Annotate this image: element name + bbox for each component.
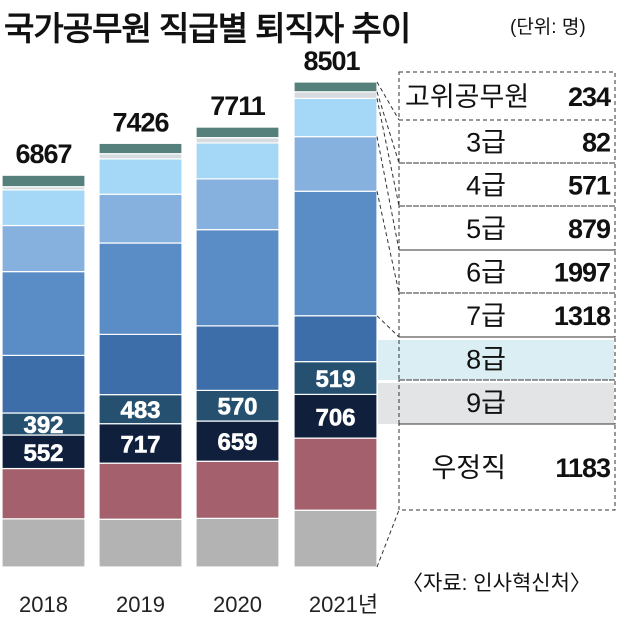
- bar-segment: [195, 137, 280, 144]
- total-label: 6867: [15, 139, 71, 169]
- legend-label: 8급: [466, 345, 506, 375]
- legend-value: 82: [582, 128, 610, 158]
- legend-value: 1318: [554, 301, 611, 331]
- bar-segment: [1, 271, 86, 357]
- bar-segment: [98, 193, 183, 244]
- bar-segment: [98, 153, 183, 160]
- legend-value: 1997: [554, 258, 610, 288]
- x-tick-label: 2019: [116, 592, 165, 617]
- data-label: 706: [315, 404, 355, 431]
- bar-segment: [1, 354, 86, 414]
- bar-segment: [1, 189, 86, 227]
- data-label: 659: [217, 429, 257, 456]
- bar-segment: [293, 361, 378, 396]
- total-label: 8501: [303, 46, 360, 76]
- legend-value: 1183: [555, 453, 611, 483]
- data-label: 392: [23, 412, 63, 439]
- total-label: 7711: [210, 91, 266, 121]
- legend-label: 5급: [466, 214, 506, 244]
- bar-segment: [1, 467, 86, 520]
- x-tick-label: 2020: [213, 592, 262, 617]
- legend-label: 6급: [466, 258, 506, 288]
- bar-segment: [293, 97, 378, 138]
- data-label: 552: [23, 440, 63, 467]
- bar-segment: [1, 434, 86, 470]
- bar-segment: [98, 242, 183, 336]
- bar-segment: [293, 190, 378, 317]
- bar-segment: [195, 325, 280, 392]
- bar-segment: [293, 393, 378, 439]
- legend-row-box: [398, 423, 616, 511]
- legend-label: 우정직: [431, 453, 506, 483]
- legend-highlight: [378, 340, 614, 380]
- source-note: 〈자료: 인사혁신처〉: [402, 572, 591, 595]
- legend-value: 571: [568, 171, 611, 201]
- bar-segment: [98, 333, 183, 396]
- total-label: 7426: [112, 107, 169, 137]
- bar-segment: [195, 142, 280, 180]
- bar-segment: [98, 462, 183, 520]
- legend-label: 고위공무원: [405, 82, 529, 112]
- leader-line: [376, 81, 400, 121]
- bar-segment: [293, 437, 378, 511]
- unit-label: (단위: 명): [510, 17, 586, 38]
- bar-segment: [195, 126, 280, 139]
- leader-line: [376, 91, 400, 164]
- bar-segment: [293, 91, 378, 99]
- legend-highlight: [378, 383, 614, 424]
- leader-line: [376, 509, 400, 568]
- x-tick-label: 2018: [19, 592, 68, 617]
- bar-segment: [1, 224, 86, 273]
- data-label: 483: [120, 397, 160, 424]
- data-label: 570: [217, 394, 257, 421]
- bar-segment: [293, 509, 378, 568]
- legend-label: 9급: [466, 388, 506, 418]
- bar-segment: [293, 136, 378, 192]
- page-title: 국가공무원 직급별 퇴직자 추이: [4, 10, 411, 47]
- legend-value: 234: [568, 82, 611, 112]
- bar-segment: [293, 315, 378, 363]
- bar-segment: [1, 174, 86, 188]
- leader-line: [376, 98, 400, 207]
- bar-segment: [195, 178, 280, 231]
- bar-segment: [98, 142, 183, 155]
- legend-label: 7급: [466, 301, 506, 331]
- leader-line: [376, 191, 400, 294]
- bar-segment: [195, 229, 280, 327]
- data-label: 519: [315, 366, 355, 393]
- bar-segment: [98, 518, 183, 568]
- legend-label: 3급: [466, 128, 506, 158]
- bar-segment: [98, 158, 183, 195]
- bar-segment: [195, 517, 280, 568]
- leader-line: [376, 315, 400, 338]
- bar-segment: [1, 518, 86, 568]
- bar-segment: [293, 81, 378, 93]
- x-tick-label: 2021년: [309, 592, 378, 617]
- legend-label: 4급: [466, 171, 506, 201]
- leader-line: [376, 136, 400, 251]
- data-label: 717: [120, 431, 160, 458]
- legend-value: 879: [568, 214, 611, 244]
- bar-segment: [195, 460, 280, 519]
